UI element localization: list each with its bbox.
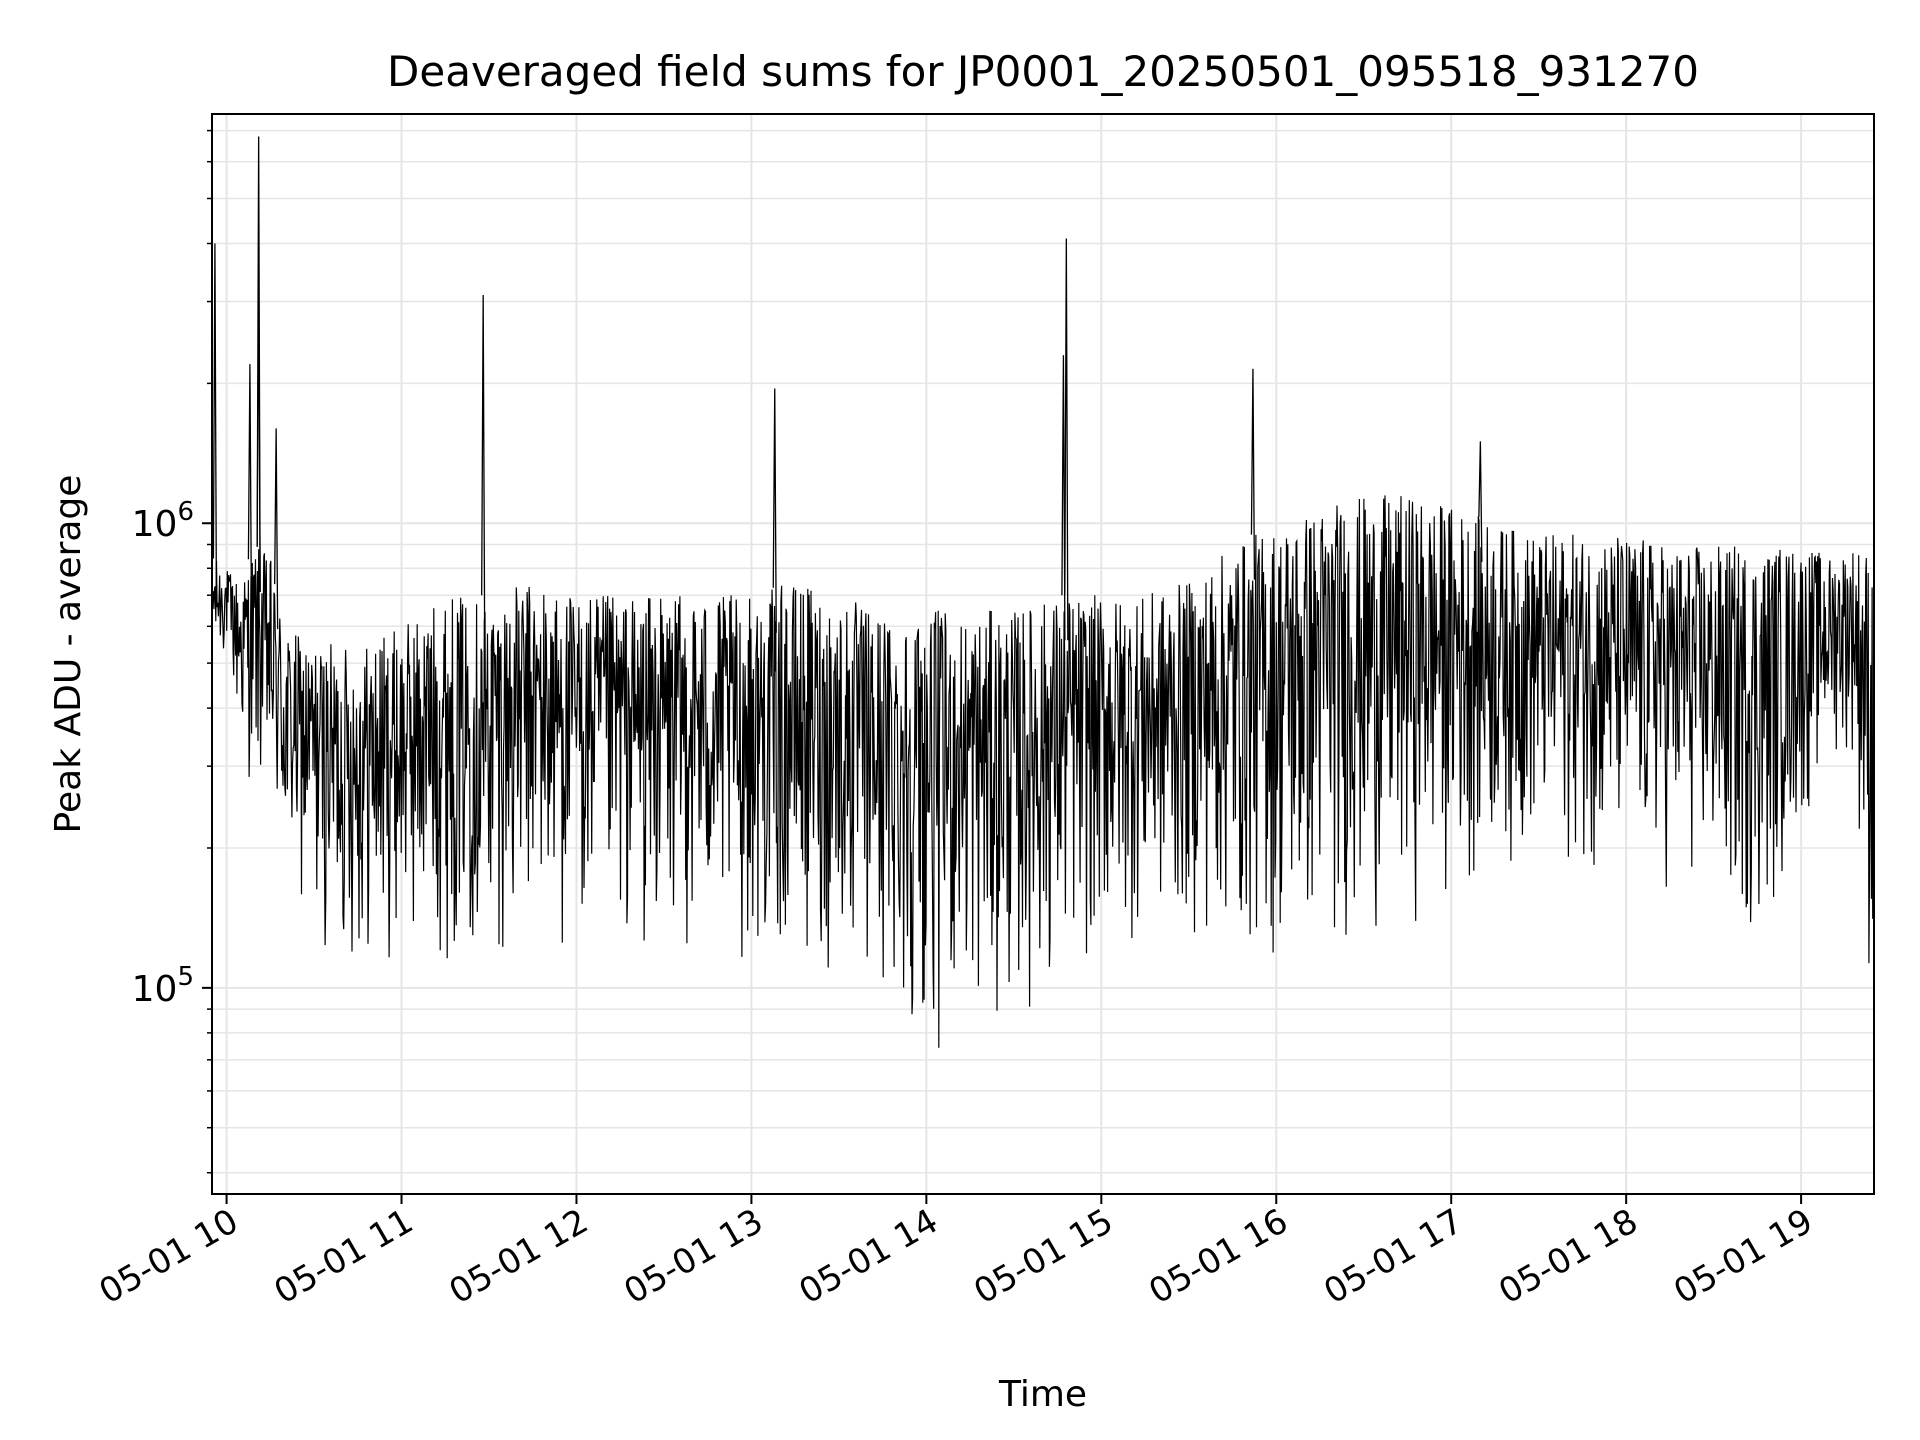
plot-frame	[211, 113, 1875, 1195]
series-spike	[1250, 368, 1256, 580]
series-line	[211, 495, 1875, 1091]
y-tick-label: 105	[132, 962, 194, 1010]
series-spike	[256, 276, 261, 592]
series-spike	[1478, 441, 1483, 562]
series-spike	[212, 243, 218, 604]
series-spike	[772, 388, 777, 633]
series-spike	[481, 294, 486, 641]
series-spike	[273, 428, 279, 630]
y-axis-label: Peak ADU - average	[48, 475, 89, 834]
x-axis-label: Time	[998, 1374, 1087, 1415]
series-spike	[1061, 355, 1066, 641]
chart-title: Deaveraged field sums for JP0001_2025050…	[387, 47, 1699, 96]
y-tick-label: 106	[132, 497, 194, 545]
data-series	[211, 136, 1875, 1091]
series-spike	[247, 364, 253, 605]
series-spike	[1064, 238, 1069, 641]
